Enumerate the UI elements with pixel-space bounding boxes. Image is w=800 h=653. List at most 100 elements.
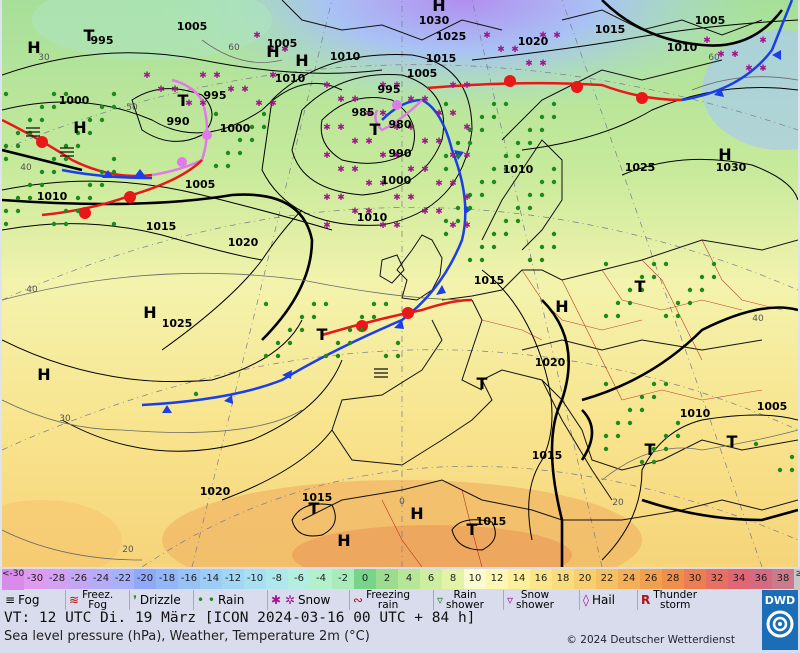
snow-symbol: ✱ <box>337 95 345 105</box>
snow-symbol: ✱ <box>731 50 739 60</box>
temperature-scale-cell: 20 <box>574 569 596 589</box>
rain-symbol <box>287 327 293 333</box>
snow-symbol: ✱ <box>269 99 277 109</box>
temperature-scale-cell: 2 <box>376 569 398 589</box>
temperature-label: 20 <box>612 498 624 508</box>
temperature-scale-cell: 18 <box>552 569 574 589</box>
low-pressure-center: T <box>477 374 488 393</box>
rain-symbol <box>249 124 255 130</box>
snow-symbol: ✱ <box>553 31 561 41</box>
rain-symbol <box>237 150 243 156</box>
isobar-label: 1015 <box>476 515 507 528</box>
rain-symbol <box>491 166 497 172</box>
temperature-scale-cell: -30 <box>24 569 46 589</box>
rain-symbol <box>39 169 45 175</box>
snow-symbol: ✱ <box>435 207 443 217</box>
rain-symbol <box>359 314 365 320</box>
snow-symbol: ✱ <box>407 123 415 133</box>
legend-fog: ≡ Fog <box>2 590 66 610</box>
rain-symbol <box>639 287 645 293</box>
rain-symbol <box>75 195 81 201</box>
high-pressure-center: H <box>718 145 731 164</box>
rain-symbol <box>27 117 33 123</box>
map-svg: ✱ ✱ ✱ ✱ ✱ ✱ ✱ ✱ ✱ ✱ ✱ ✱ ✱ ✱ ✱ ✱ ✱ ✱ ✱ ✱ ✱ ✱ ✱ ✱ ✱ ✱ ✱ ✱ ✱ ✱ ✱ ✱ ✱ ✱ ✱ ✱ ✱ ✱ ✱ ✱… <box>0 0 800 600</box>
snow-symbol: ✱ <box>463 221 471 231</box>
rain-symbol <box>51 91 57 97</box>
isobar-label: 1020 <box>535 356 566 369</box>
isobar-label: 1005 <box>695 14 726 27</box>
rain-symbol <box>603 381 609 387</box>
rain-symbol <box>347 327 353 333</box>
isobar-label: 1020 <box>228 236 259 249</box>
temperature-scale-cell: 26 <box>640 569 662 589</box>
snow-symbol: ✱ <box>449 81 457 91</box>
freezing-rain-label-1: Freezing <box>366 589 411 601</box>
rain-symbol <box>323 353 329 359</box>
isobar-label: 1020 <box>518 35 549 48</box>
snow-symbol: ✱ <box>407 193 415 203</box>
temperature-scale-cell: 8 <box>442 569 464 589</box>
rain-symbol <box>51 221 57 227</box>
snow-symbol: ✱ <box>323 151 331 161</box>
rain-symbol <box>627 300 633 306</box>
rain-symbol <box>75 143 81 149</box>
snow-symbol: ✱ <box>393 81 401 91</box>
rain-symbol <box>675 313 681 319</box>
snow-symbol: ✱ <box>497 45 505 55</box>
snow-symbol: ✱ <box>199 99 207 109</box>
rain-symbol <box>311 301 317 307</box>
rain-symbol <box>383 353 389 359</box>
legend-rain: • • Rain <box>194 590 268 610</box>
rain-symbol <box>27 182 33 188</box>
high-pressure-center: H <box>37 365 50 384</box>
rain-symbol <box>395 340 401 346</box>
snow-symbol: ✱ <box>171 85 179 95</box>
copyright: © 2024 Deutscher Wetterdienst <box>566 634 735 646</box>
snow-symbol: ✱ <box>241 85 249 95</box>
rain-symbol <box>467 140 473 146</box>
rain-symbol <box>515 218 521 224</box>
temperature-scale-cell: 36 <box>750 569 772 589</box>
graticule <box>1 0 799 568</box>
legend-freezing-rain: ∾ Freezing rain <box>350 590 434 610</box>
rain-symbol <box>687 300 693 306</box>
isobar-label: 1020 <box>200 485 231 498</box>
isobar-labels: 1005 995 1005 1010 1010 1030 1025 1015 1005 1020 1… <box>37 14 788 528</box>
rain-symbol <box>491 231 497 237</box>
isobar-label: 990 <box>389 147 412 160</box>
snow-symbol: ✱ <box>539 31 547 41</box>
rain-symbol <box>15 208 21 214</box>
rain-symbol <box>615 420 621 426</box>
rain-symbol <box>3 91 9 97</box>
rain-symbol <box>675 433 681 439</box>
high-pressure-center: H <box>337 531 350 550</box>
snow-symbol: ✱ <box>337 165 345 175</box>
snow-symbol: ✱ <box>351 137 359 147</box>
rain-symbol <box>275 340 281 346</box>
temperature-label: 40 <box>20 163 32 173</box>
temperature-label: 60 <box>708 53 720 63</box>
rain-symbol <box>87 130 93 136</box>
legend-rain-shower: ▿ Rain shower <box>434 590 504 610</box>
rain-symbol <box>615 313 621 319</box>
rain-symbol <box>27 195 33 201</box>
snow-symbol: ✱ <box>253 31 261 41</box>
snow-symbol: ✱ <box>351 95 359 105</box>
temperature-scale-cell: 24 <box>618 569 640 589</box>
isobar-label: 1010 <box>330 50 361 63</box>
temperature-scale-cell: -8 <box>266 569 288 589</box>
thunderstorm-icon: R <box>641 593 651 607</box>
temperature-label: 50 <box>126 103 138 113</box>
high-pressure-center: H <box>432 0 445 15</box>
temperature-label: 0 <box>399 497 405 507</box>
temperature-scale-cell: -28 <box>46 569 68 589</box>
snow-symbols: ✱ ✱ ✱ ✱ ✱ ✱ ✱ ✱ ✱ ✱ ✱ ✱ ✱ ✱ ✱ ✱ ✱ ✱ ✱ ✱ ✱ ✱ ✱ ✱ ✱ ✱ ✱ ✱ ✱ ✱ ✱ ✱ ✱ ✱ ✱ ✱ ✱ ✱ ✱ ✱… <box>143 31 767 231</box>
snow-symbol: ✱ <box>379 151 387 161</box>
rain-symbol <box>63 156 69 162</box>
temperature-scale-cell: 12 <box>486 569 508 589</box>
isobar-label: 1015 <box>426 52 457 65</box>
rain-symbol <box>63 91 69 97</box>
rain-symbol <box>87 195 93 201</box>
snow-symbol: ✱ <box>407 165 415 175</box>
